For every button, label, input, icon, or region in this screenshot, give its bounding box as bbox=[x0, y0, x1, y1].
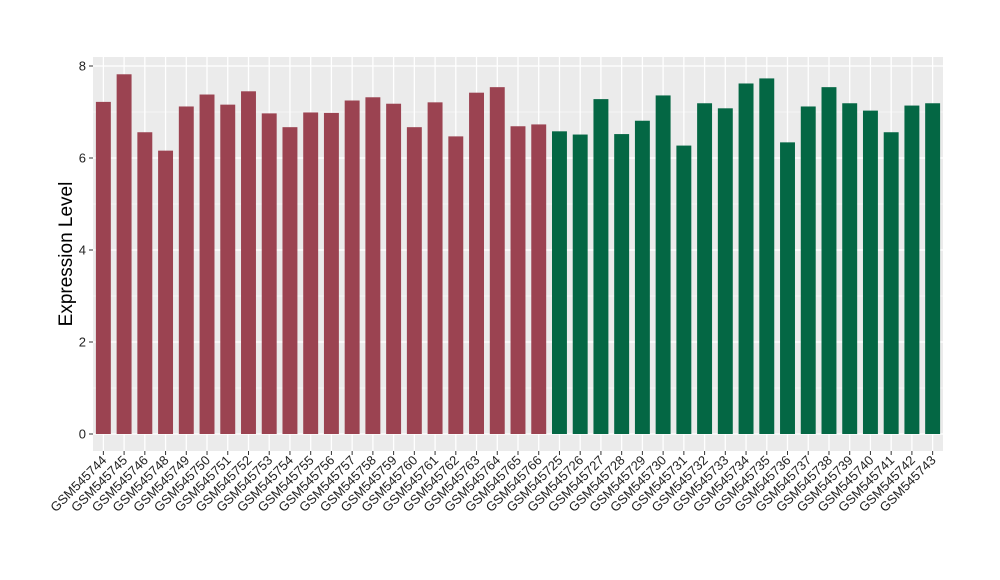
bar-GSM545739 bbox=[842, 103, 858, 434]
bar-GSM545728 bbox=[614, 134, 630, 434]
bar-GSM545726 bbox=[572, 134, 588, 435]
bar-GSM545731 bbox=[676, 145, 692, 434]
bar-GSM545733 bbox=[717, 108, 733, 434]
bar-GSM545755 bbox=[303, 112, 319, 435]
bar-GSM545765 bbox=[510, 126, 526, 434]
bar-GSM545757 bbox=[344, 100, 360, 434]
bar-GSM545742 bbox=[904, 105, 920, 434]
y-axis-title: Expression Level bbox=[56, 182, 77, 327]
bar-GSM545741 bbox=[883, 132, 899, 435]
bar-GSM545754 bbox=[282, 127, 298, 435]
bar-GSM545738 bbox=[821, 87, 837, 434]
bar-GSM545744 bbox=[95, 101, 111, 434]
bar-GSM545750 bbox=[199, 94, 215, 435]
bar-GSM545727 bbox=[593, 99, 609, 435]
bar-GSM545752 bbox=[241, 91, 256, 435]
bar-GSM545762 bbox=[448, 136, 464, 434]
bar-GSM545729 bbox=[634, 120, 650, 435]
y-tick-label: 4 bbox=[79, 243, 86, 258]
y-axis: 0 2 4 6 8 bbox=[79, 59, 93, 442]
bar-GSM545725 bbox=[552, 131, 567, 434]
bar-GSM545736 bbox=[780, 142, 795, 435]
bars bbox=[95, 74, 941, 435]
y-tick-label: 6 bbox=[79, 151, 86, 166]
bar-GSM545753 bbox=[261, 113, 277, 434]
bar-GSM545746 bbox=[137, 132, 153, 435]
y-tick-label: 8 bbox=[79, 59, 86, 74]
bar-GSM545745 bbox=[116, 74, 132, 434]
x-axis: GSM545744GSM545745GSM545746GSM545748GSM5… bbox=[47, 451, 939, 515]
bar-GSM545759 bbox=[386, 103, 402, 434]
bar-GSM545734 bbox=[738, 83, 754, 434]
bar-GSM545763 bbox=[469, 92, 484, 435]
bar-GSM545756 bbox=[323, 112, 339, 435]
bar-GSM545760 bbox=[406, 127, 422, 435]
bar-GSM545730 bbox=[655, 95, 671, 434]
y-tick-label: 2 bbox=[79, 335, 86, 350]
bar-GSM545749 bbox=[178, 106, 194, 434]
bar-GSM545743 bbox=[925, 103, 941, 434]
bar-GSM545761 bbox=[427, 102, 443, 434]
bar-GSM545748 bbox=[158, 150, 174, 434]
bar-GSM545764 bbox=[489, 87, 505, 434]
bar-GSM545751 bbox=[220, 104, 236, 434]
bar-GSM545740 bbox=[862, 110, 878, 435]
bar-GSM545737 bbox=[800, 106, 816, 434]
bar-GSM545735 bbox=[759, 78, 775, 435]
bar-GSM545758 bbox=[365, 97, 381, 434]
y-tick-label: 0 bbox=[79, 427, 86, 442]
bar-GSM545766 bbox=[531, 124, 547, 435]
bar-GSM545732 bbox=[697, 103, 713, 434]
